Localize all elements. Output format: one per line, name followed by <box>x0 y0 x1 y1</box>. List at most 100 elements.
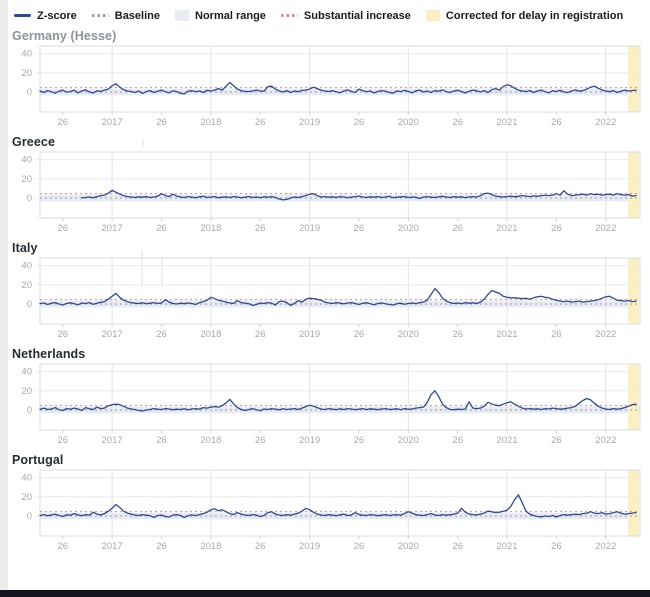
svg-text:2019: 2019 <box>299 541 320 552</box>
svg-text:26: 26 <box>156 435 167 446</box>
svg-text:20: 20 <box>21 174 32 185</box>
svg-text:26: 26 <box>551 329 562 340</box>
svg-text:20: 20 <box>21 386 32 397</box>
svg-text:2021: 2021 <box>496 435 517 446</box>
panel-title-greece: Greece <box>12 135 55 149</box>
svg-text:2019: 2019 <box>299 435 320 446</box>
left-gutter-strip <box>0 0 8 597</box>
legend-item-normal-range: Normal range <box>175 10 266 22</box>
svg-text:2020: 2020 <box>398 329 419 340</box>
svg-text:26: 26 <box>156 223 167 234</box>
svg-text:26: 26 <box>255 117 266 128</box>
svg-text:2018: 2018 <box>200 541 221 552</box>
legend-item-substantial-increase: Substantial increase <box>280 9 411 22</box>
legend-item-baseline: Baseline <box>91 9 160 22</box>
svg-text:26: 26 <box>255 329 266 340</box>
baseline-dashed-swatch-icon <box>91 14 109 17</box>
svg-text:26: 26 <box>58 541 69 552</box>
svg-text:26: 26 <box>551 435 562 446</box>
panel-title-germany-hesse: Germany (Hesse) <box>12 29 117 43</box>
svg-text:2021: 2021 <box>496 223 517 234</box>
svg-text:26: 26 <box>255 541 266 552</box>
svg-text:26: 26 <box>156 329 167 340</box>
svg-text:0: 0 <box>27 193 32 204</box>
svg-text:2018: 2018 <box>200 329 221 340</box>
svg-text:0: 0 <box>27 87 32 98</box>
legend-label-normal-range: Normal range <box>195 9 266 22</box>
svg-text:26: 26 <box>58 117 69 128</box>
svg-text:0: 0 <box>27 405 32 416</box>
svg-text:20: 20 <box>21 68 32 79</box>
svg-text:20: 20 <box>21 492 32 503</box>
svg-text:26: 26 <box>156 117 167 128</box>
svg-text:2018: 2018 <box>200 435 221 446</box>
panel-germany-hesse: Germany (Hesse) 40 20 0 26 2017 26 2018 26 2019 2… <box>0 28 650 130</box>
svg-text:40: 40 <box>21 49 32 60</box>
charts-page: Z-score Baseline Normal range Substantia… <box>0 0 650 554</box>
svg-text:26: 26 <box>551 223 562 234</box>
svg-text:26: 26 <box>58 435 69 446</box>
svg-text:2017: 2017 <box>102 435 123 446</box>
svg-text:2022: 2022 <box>595 223 616 234</box>
zscore-chart-portugal: 40 20 0 26 2017 26 2018 26 2019 26 2020 26 2021 26 202… <box>21 469 641 552</box>
legend-item-corrected: Corrected for delay in registration <box>425 9 624 22</box>
svg-text:2022: 2022 <box>595 541 616 552</box>
legend-item-zscore: Z-score <box>14 10 77 22</box>
panel-portugal: Portugal 40 20 0 26 2017 26 2018 26 2019 26 2020 26… <box>0 452 650 554</box>
svg-text:26: 26 <box>452 223 463 234</box>
panel-title-portugal: Portugal <box>12 453 64 467</box>
svg-text:26: 26 <box>354 541 365 552</box>
svg-text:40: 40 <box>21 367 32 378</box>
legend: Z-score Baseline Normal range Substantia… <box>0 0 650 24</box>
svg-text:26: 26 <box>255 435 266 446</box>
zscore-chart-italy: 40 20 0 26 2017 26 2018 26 2019 26 2020 26 2021 26 202… <box>21 251 641 340</box>
svg-text:26: 26 <box>452 541 463 552</box>
svg-text:2019: 2019 <box>299 117 320 128</box>
svg-text:26: 26 <box>58 223 69 234</box>
panel-italy: Italy 40 20 0 26 2017 26 2018 26 2019 26 2020 26 202… <box>0 240 650 342</box>
substantial-increase-dashed-swatch-icon <box>280 14 298 17</box>
svg-text:40: 40 <box>21 261 32 272</box>
svg-text:26: 26 <box>354 117 365 128</box>
legend-label-baseline: Baseline <box>114 9 160 22</box>
svg-text:2020: 2020 <box>398 541 419 552</box>
svg-text:26: 26 <box>551 541 562 552</box>
panel-netherlands: Netherlands 40 20 0 26 2017 26 2018 26 2019 26 202… <box>0 346 650 448</box>
svg-text:26: 26 <box>354 223 365 234</box>
svg-text:2022: 2022 <box>595 117 616 128</box>
svg-text:2020: 2020 <box>398 435 419 446</box>
svg-text:2017: 2017 <box>102 223 123 234</box>
svg-text:40: 40 <box>21 473 32 484</box>
svg-text:26: 26 <box>156 541 167 552</box>
panel-title-italy: Italy <box>12 241 38 255</box>
corrected-box-swatch-icon <box>425 10 440 21</box>
zscore-chart-greece: 40 20 0 26 2017 26 2018 26 2019 26 2020 26 2021 26 202… <box>21 139 641 234</box>
zscore-chart-germany-hesse: 40 20 0 26 2017 26 2018 26 2019 26 2020 26 2021 26 202… <box>21 45 641 128</box>
svg-text:2017: 2017 <box>102 329 123 340</box>
svg-text:0: 0 <box>27 299 32 310</box>
svg-text:2019: 2019 <box>299 329 320 340</box>
legend-label-zscore: Z-score <box>37 9 77 22</box>
zscore-chart-netherlands: 40 20 0 26 2017 26 2018 26 2019 26 2020 26 2021 26 202… <box>21 363 641 446</box>
normal-range-box-swatch-icon <box>175 10 189 21</box>
svg-text:26: 26 <box>58 329 69 340</box>
svg-text:2019: 2019 <box>299 223 320 234</box>
svg-text:2022: 2022 <box>595 329 616 340</box>
svg-text:2020: 2020 <box>398 223 419 234</box>
svg-text:2021: 2021 <box>496 329 517 340</box>
svg-text:40: 40 <box>21 155 32 166</box>
svg-text:2020: 2020 <box>398 117 419 128</box>
svg-text:26: 26 <box>354 435 365 446</box>
svg-text:26: 26 <box>354 329 365 340</box>
svg-text:0: 0 <box>27 511 32 522</box>
svg-text:2018: 2018 <box>200 223 221 234</box>
panel-title-netherlands: Netherlands <box>12 347 86 361</box>
svg-text:2017: 2017 <box>102 541 123 552</box>
svg-text:26: 26 <box>255 223 266 234</box>
legend-label-corrected: Corrected for delay in registration <box>445 9 624 22</box>
svg-text:2018: 2018 <box>200 117 221 128</box>
svg-text:2022: 2022 <box>595 435 616 446</box>
svg-text:2021: 2021 <box>496 541 517 552</box>
legend-label-substantial-increase: Substantial increase <box>303 9 411 22</box>
svg-text:26: 26 <box>551 117 562 128</box>
